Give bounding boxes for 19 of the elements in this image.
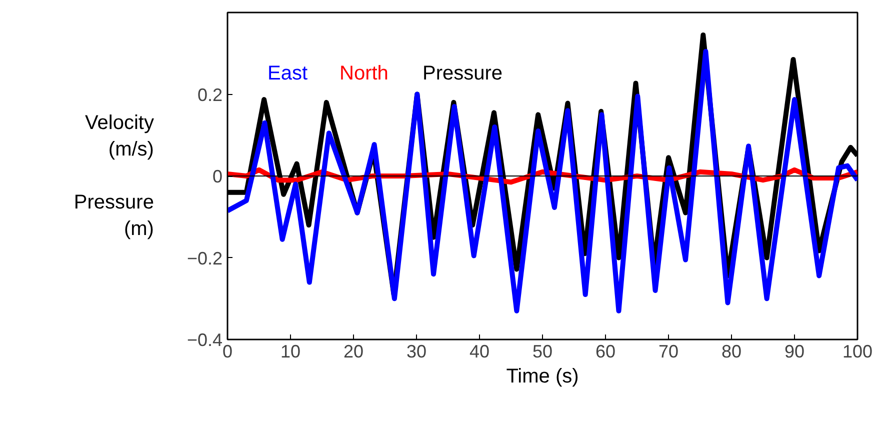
x-tick-label: 20: [343, 342, 364, 362]
x-tick-label: 10: [280, 342, 301, 362]
x-tick-label: 30: [406, 342, 427, 362]
y-tick-label: −0.4: [186, 330, 223, 350]
x-tick-label: 70: [658, 342, 679, 362]
text: Velocity (m/s) Pressure (m): [74, 112, 154, 240]
text: North: [340, 62, 388, 84]
series-label: Pressure: [422, 62, 503, 84]
x-tick-label: 50: [532, 342, 553, 362]
x-axis-title: Time (s): [506, 366, 579, 388]
y-tick-label: −0.2: [186, 248, 223, 268]
x-tick-label: 40: [469, 342, 490, 362]
x-tick-label: 90: [784, 342, 805, 362]
x-tick-label: 60: [595, 342, 616, 362]
y-tick-label: 0: [212, 166, 223, 186]
series-label: East: [268, 62, 308, 84]
x-tick-label: 100: [842, 342, 873, 362]
x-tick-label: 80: [721, 342, 742, 362]
y-tick-label: 0.2: [197, 84, 223, 105]
